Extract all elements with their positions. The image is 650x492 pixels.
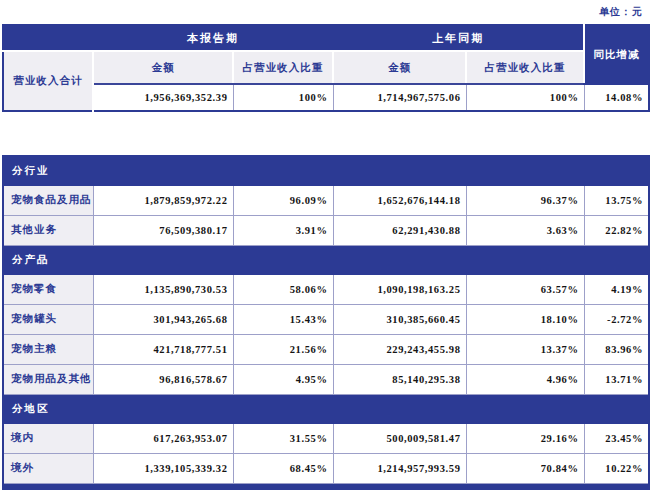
cell-prior-ratio: 18.10% (466, 304, 584, 334)
header-yoy-change: 同比增减 (584, 25, 649, 84)
table-row: 宠物零食 1,135,890,730.53 58.06% 1,090,198,1… (3, 274, 649, 304)
row-label: 宠物用品及其他 (3, 364, 93, 394)
cell-prior-ratio: 4.96% (466, 364, 584, 394)
cell-current-amount: 96,816,578.67 (93, 364, 233, 394)
cell-yoy: 4.19% (584, 274, 649, 304)
cell-prior-ratio: 29.16% (466, 423, 584, 453)
cell-current-ratio: 31.55% (233, 423, 333, 453)
table-row: 其他业务 76,509,380.17 3.91% 62,291,430.88 3… (3, 215, 649, 245)
section-title: 分产品 (3, 245, 649, 274)
cell-prior-ratio: 13.37% (466, 334, 584, 364)
cell-current-amount: 76,509,380.17 (93, 215, 233, 245)
cell-prior-ratio: 70.84% (466, 453, 584, 483)
cell-current-amount: 1,135,890,730.53 (93, 274, 233, 304)
cell-yoy: 22.82% (584, 215, 649, 245)
total-revenue-label: 营业收入合计 (3, 51, 93, 111)
row-label: 境内 (3, 423, 93, 453)
cell-prior-amount: 62,291,430.88 (333, 215, 466, 245)
cell-yoy: 10.22% (584, 453, 649, 483)
cell-prior-amount: 85,140,295.38 (333, 364, 466, 394)
header-current-period: 本报告期 (93, 25, 333, 51)
cell-prior-amount: 1,214,957,993.59 (333, 453, 466, 483)
cell-current-amount: 617,263,953.07 (93, 423, 233, 453)
section-title: 分行业 (3, 156, 649, 185)
breakdown-table: 分行业 宠物食品及用品 1,879,859,972.22 96.09% 1,65… (2, 155, 650, 490)
report-page: { "unit_label": "单位：元", "summary_table":… (0, 0, 650, 492)
total-yoy: 14.08% (584, 84, 649, 111)
cell-current-ratio: 68.45% (233, 453, 333, 483)
cell-current-amount: 1,879,859,972.22 (93, 185, 233, 215)
table-row: 境内 617,263,953.07 31.55% 500,009,581.47 … (3, 423, 649, 453)
cell-current-ratio: 4.95% (233, 364, 333, 394)
row-label: 境外 (3, 453, 93, 483)
cell-prior-amount: 1,090,198,163.25 (333, 274, 466, 304)
section-title: 分地区 (3, 394, 649, 423)
cell-prior-ratio: 3.63% (466, 215, 584, 245)
table-row: 境外 1,339,105,339.32 68.45% 1,214,957,993… (3, 453, 649, 483)
summary-table: 本报告期 上年同期 同比增减 营业收入合计 金额 占营业收入比重 金额 占营业收… (2, 24, 650, 112)
total-prior-amount: 1,714,967,575.06 (333, 84, 466, 111)
cell-prior-ratio: 63.57% (466, 274, 584, 304)
header-amount-prior: 金额 (333, 51, 466, 84)
summary-header-row: 本报告期 上年同期 同比增减 (3, 25, 649, 51)
table-row: 宠物罐头 301,943,265.68 15.43% 310,385,660.4… (3, 304, 649, 334)
header-amount-current: 金额 (93, 51, 233, 84)
cell-prior-amount: 1,652,676,144.18 (333, 185, 466, 215)
section-header-product: 分产品 (3, 245, 649, 274)
total-current-ratio: 100% (233, 84, 333, 111)
cell-current-ratio: 15.43% (233, 304, 333, 334)
table-row: 宠物用品及其他 96,816,578.67 4.95% 85,140,295.3… (3, 364, 649, 394)
cell-current-amount: 301,943,265.68 (93, 304, 233, 334)
total-current-amount: 1,956,369,352.39 (93, 84, 233, 111)
header-prior-period: 上年同期 (333, 25, 584, 51)
header-blank-cell (3, 25, 93, 51)
section-header-region: 分地区 (3, 394, 649, 423)
cell-current-amount: 1,339,105,339.32 (93, 453, 233, 483)
row-label: 宠物零食 (3, 274, 93, 304)
cell-current-ratio: 58.06% (233, 274, 333, 304)
header-ratio-prior: 占营业收入比重 (466, 51, 584, 84)
cell-yoy: 83.96% (584, 334, 649, 364)
total-prior-ratio: 100% (466, 84, 584, 111)
cell-prior-ratio: 96.37% (466, 185, 584, 215)
truncated-section-bar (3, 483, 649, 489)
cell-yoy: 23.45% (584, 423, 649, 453)
unit-label: 单位：元 (599, 5, 643, 19)
row-label: 其他业务 (3, 215, 93, 245)
row-label: 宠物食品及用品 (3, 185, 93, 215)
cell-current-ratio: 3.91% (233, 215, 333, 245)
cell-current-amount: 421,718,777.51 (93, 334, 233, 364)
cell-prior-amount: 310,385,660.45 (333, 304, 466, 334)
section-header-industry: 分行业 (3, 156, 649, 185)
truncated-section-bar-cell (3, 483, 649, 489)
cell-prior-amount: 500,009,581.47 (333, 423, 466, 453)
cell-current-ratio: 21.56% (233, 334, 333, 364)
total-revenue-row: 1,956,369,352.39 100% 1,714,967,575.06 1… (3, 84, 649, 111)
table-row: 宠物食品及用品 1,879,859,972.22 96.09% 1,652,67… (3, 185, 649, 215)
cell-prior-amount: 229,243,455.98 (333, 334, 466, 364)
row-label: 宠物罐头 (3, 304, 93, 334)
cell-current-ratio: 96.09% (233, 185, 333, 215)
row-label: 宠物主粮 (3, 334, 93, 364)
summary-subheader-row: 营业收入合计 金额 占营业收入比重 金额 占营业收入比重 (3, 51, 649, 84)
cell-yoy: -2.72% (584, 304, 649, 334)
table-row: 宠物主粮 421,718,777.51 21.56% 229,243,455.9… (3, 334, 649, 364)
cell-yoy: 13.75% (584, 185, 649, 215)
header-ratio-current: 占营业收入比重 (233, 51, 333, 84)
cell-yoy: 13.71% (584, 364, 649, 394)
